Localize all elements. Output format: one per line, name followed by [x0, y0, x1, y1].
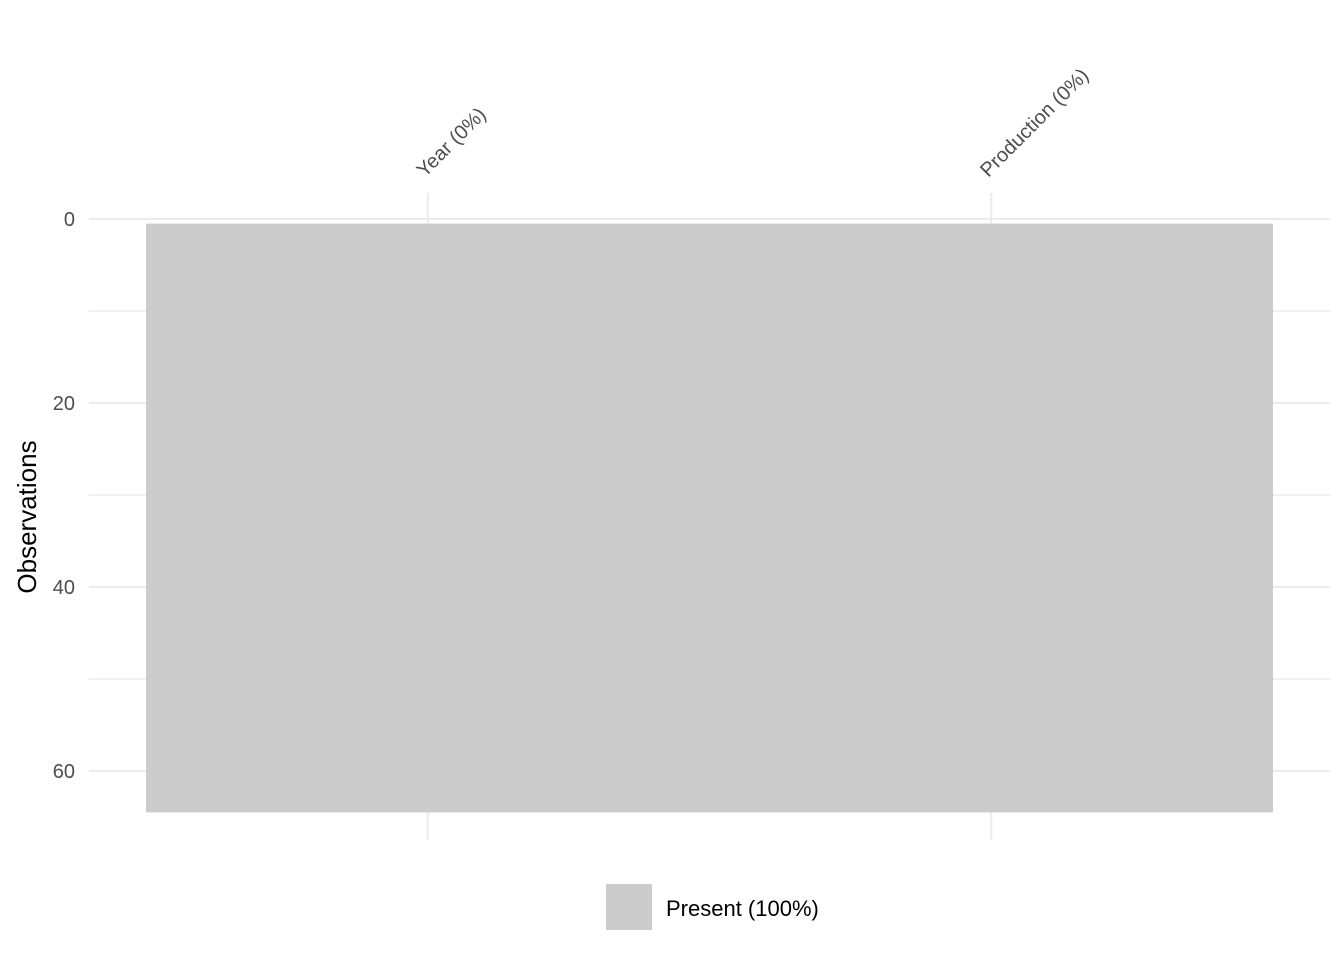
legend-label: Present (100%) [666, 896, 819, 921]
legend: Present (100%) [606, 884, 819, 930]
data-cell [709, 223, 1273, 813]
y-tick-label: 60 [53, 761, 75, 783]
x-tick-label: Production (0%) [976, 65, 1093, 182]
legend-swatch [606, 884, 652, 930]
y-tick-label: 20 [53, 393, 75, 415]
data-cell [146, 223, 710, 813]
data-cells [146, 223, 1273, 813]
x-tick-labels: Year (0%) Production (0%) [413, 65, 1093, 182]
y-tick-label: 0 [64, 209, 75, 231]
x-tick-label: Year (0%) [413, 104, 491, 182]
y-axis-title: Observations [12, 440, 42, 593]
y-tick-label: 40 [53, 577, 75, 599]
y-tick-labels: 0 20 40 60 [53, 209, 75, 783]
